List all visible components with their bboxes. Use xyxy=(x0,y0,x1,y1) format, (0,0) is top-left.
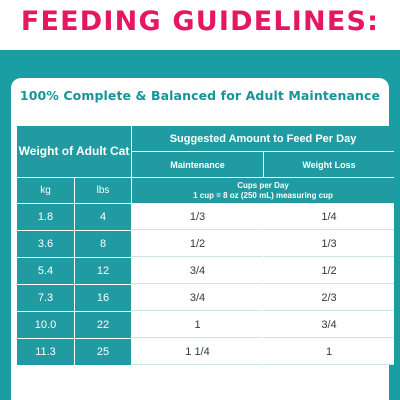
lbs-cell: 16 xyxy=(75,285,131,311)
maintenance-cell: 1 xyxy=(132,312,263,338)
kg-cell: 7.3 xyxy=(17,285,74,311)
cups-per-day-header: Cups per Day 1 cup = 8 oz (250 mL) measu… xyxy=(132,178,394,203)
kg-header: kg xyxy=(17,178,74,203)
maintenance-cell: 1/3 xyxy=(132,204,263,230)
weight-header: Weight of Adult Cat xyxy=(17,126,131,177)
maintenance-cell: 3/4 xyxy=(132,258,263,284)
weight-loss-header: Weight Loss xyxy=(264,152,394,177)
lbs-cell: 8 xyxy=(75,231,131,257)
weight-loss-cell: 2/3 xyxy=(264,285,394,311)
weight-loss-cell: 1/2 xyxy=(264,258,394,284)
maintenance-cell: 1 1/4 xyxy=(132,339,263,365)
maintenance-cell: 1/2 xyxy=(132,231,263,257)
kg-cell: 3.6 xyxy=(17,231,74,257)
kg-cell: 10.0 xyxy=(17,312,74,338)
lbs-cell: 22 xyxy=(75,312,131,338)
lbs-header: lbs xyxy=(75,178,131,203)
lbs-cell: 4 xyxy=(75,204,131,230)
cups-header-line2: 1 cup = 8 oz (250 mL) measuring cup xyxy=(193,190,333,200)
weight-loss-cell: 1/3 xyxy=(264,231,394,257)
title-area: FEEDING GUIDELINES: xyxy=(0,0,400,50)
lbs-cell: 25 xyxy=(75,339,131,365)
weight-loss-cell: 3/4 xyxy=(264,312,394,338)
lbs-cell: 12 xyxy=(75,258,131,284)
feeding-table: Weight of Adult Cat Suggested Amount to … xyxy=(17,126,394,365)
suggested-amount-header: Suggested Amount to Feed Per Day xyxy=(132,126,394,151)
kg-cell: 11.3 xyxy=(17,339,74,365)
page-title: FEEDING GUIDELINES: xyxy=(20,6,380,37)
kg-cell: 1.8 xyxy=(17,204,74,230)
weight-loss-cell: 1/4 xyxy=(264,204,394,230)
maintenance-cell: 3/4 xyxy=(132,285,263,311)
maintenance-header: Maintenance xyxy=(132,152,263,177)
cups-header-line1: Cups per Day xyxy=(237,181,289,191)
card-subtitle: 100% Complete & Balanced for Adult Maint… xyxy=(19,88,381,103)
weight-loss-cell: 1 xyxy=(264,339,394,365)
kg-cell: 5.4 xyxy=(17,258,74,284)
